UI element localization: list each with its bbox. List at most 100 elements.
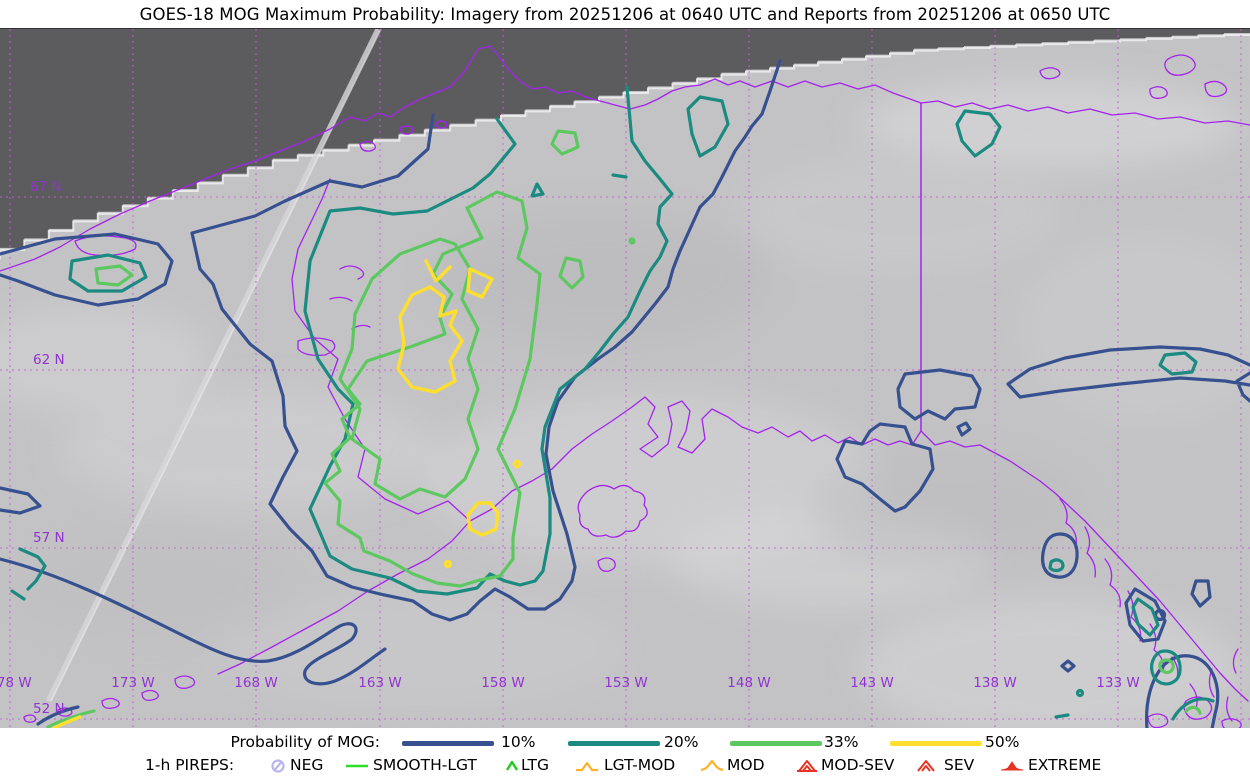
lat-label-52n: 52 N (33, 701, 65, 717)
arctic-coastline (0, 45, 1250, 272)
contour-20pct-west-blob (68, 253, 148, 293)
prob-20-label: 20% (664, 733, 699, 751)
contour-20pct-left-hook (10, 547, 47, 601)
prob-20-swatch (568, 741, 660, 746)
contour-33pct-corner (46, 709, 96, 729)
contour-10pct-group (0, 59, 1250, 729)
contour-33pct-quad1 (550, 129, 580, 156)
mod-sev-icon (795, 758, 819, 774)
neg-label: NEG (290, 756, 324, 774)
contour-20pct-speck2 (611, 173, 628, 179)
legend: Probability of MOG: 10% 20% 33% 50% 1-h … (0, 728, 1250, 782)
contour-10pct-corner (36, 705, 80, 726)
nunivak-island (297, 337, 336, 357)
lgt-mod-label: LGT-MOD (604, 756, 676, 774)
lat-label-62n: 62 N (33, 352, 65, 368)
seward-islands (359, 120, 448, 152)
contour-10pct-se-curve (1144, 654, 1220, 729)
ltg-icon (504, 758, 528, 774)
contour-20pct-se-dash (1054, 713, 1070, 719)
mod-icon (700, 758, 724, 774)
lon-label-168w: 168 W (234, 675, 278, 691)
contour-20pct-se-arc (1171, 697, 1215, 721)
aleutian-islands (23, 675, 196, 723)
imagery-background (0, 29, 1250, 729)
contour-20pct-top-quad2 (955, 109, 1002, 158)
extreme-label: EXTREME (1028, 756, 1102, 774)
contour-50pct-south (466, 501, 500, 537)
arctic-islands (1039, 54, 1228, 99)
prob-10-label: 10% (501, 733, 536, 751)
contour-50pct-vee (424, 259, 452, 283)
contour-33pct-se-core (1158, 658, 1175, 674)
contour-33pct-quad2 (558, 256, 585, 290)
contour-50pct-dot1 (512, 459, 522, 469)
contour-10pct-diamond (956, 421, 972, 437)
prob-10-swatch (402, 741, 494, 746)
contour-10pct-west-blob (0, 232, 174, 307)
ltg-label: LTG (521, 756, 549, 774)
contour-20pct-se-dot (1075, 688, 1085, 698)
lon-label-153w: 153 W (604, 675, 648, 691)
coastline-group (0, 45, 1250, 729)
contour-20pct-se-inner2 (1131, 597, 1160, 637)
contour-33pct-group (46, 129, 1202, 729)
contour-10pct-se-blob2 (1124, 587, 1167, 643)
contour-10pct-diamond2 (1060, 659, 1076, 673)
neg-icon (270, 758, 294, 774)
lon-label-133w: 133 W (1096, 675, 1140, 691)
lon-label-173w: 173 W (111, 675, 155, 691)
lon-label-178w: 178 W (0, 675, 32, 691)
mod-label: MOD (727, 756, 765, 774)
no-data-region (0, 29, 1250, 260)
contour-50pct-quad (466, 267, 494, 299)
smooth-lgt-icon (345, 758, 369, 774)
contour-20pct-speck1 (530, 182, 545, 198)
satellite-map (0, 29, 1250, 729)
contour-10pct-band (1006, 345, 1250, 403)
contour-10pct-main (190, 59, 782, 622)
probability-legend-label: Probability of MOG: (230, 733, 380, 751)
lon-label-148w: 148 W (727, 675, 771, 691)
south-alaska-coastline (469, 396, 1249, 702)
sev-icon (916, 758, 940, 774)
contour-33pct-west-core (94, 264, 134, 287)
graticule-gridlines (0, 29, 1250, 729)
prob-50-label: 50% (985, 733, 1020, 751)
contour-50pct-main (396, 285, 464, 394)
lon-label-138w: 138 W (973, 675, 1017, 691)
map-canvas: 67 N 62 N 57 N 52 N 178 W 173 W 168 W 16… (0, 28, 1250, 729)
lat-label-57n: 57 N (33, 530, 65, 546)
contour-20pct-se-inner1 (1048, 558, 1065, 573)
panhandle-fjords (1059, 498, 1239, 722)
prob-33-swatch (730, 741, 822, 746)
sev-label: SEV (944, 756, 975, 774)
lon-label-143w: 143 W (850, 675, 894, 691)
prob-50-swatch (890, 741, 982, 746)
contour-33pct-se-arc (1184, 705, 1202, 715)
prob-33-label: 33% (824, 733, 859, 751)
contour-20pct-band-inner (1158, 351, 1198, 376)
contour-20pct-top-quad1 (686, 95, 730, 158)
contour-33pct-outer (323, 190, 542, 588)
kodiak-island (577, 484, 648, 572)
smooth-lgt-label: SMOOTH-LGT (373, 756, 477, 774)
contour-33pct-dot (628, 237, 636, 245)
lat-label-67n: 67 N (30, 179, 62, 195)
west-alaska-coastline (217, 178, 471, 675)
contour-33pct-inner (338, 237, 480, 501)
title-bar: GOES-18 MOG Maximum Probability: Imagery… (0, 0, 1250, 28)
pireps-legend-label: 1-h PIREPS: (145, 756, 235, 774)
contour-50pct-dot2 (443, 559, 453, 569)
contour-10pct-sw-squiggle (0, 557, 387, 686)
contour-10pct-blob-c (835, 422, 935, 513)
terminator-edge (0, 34, 1250, 260)
contour-10pct-left-edge (0, 486, 42, 515)
contour-10pct-se-blob3 (1190, 579, 1212, 608)
lon-label-158w: 158 W (481, 675, 525, 691)
lgt-mod-icon (575, 758, 599, 774)
contour-10pct-blob-a (896, 368, 982, 421)
satellite-seam-streak (45, 29, 382, 703)
contour-50pct-group (52, 259, 522, 729)
extreme-icon (1000, 758, 1024, 774)
